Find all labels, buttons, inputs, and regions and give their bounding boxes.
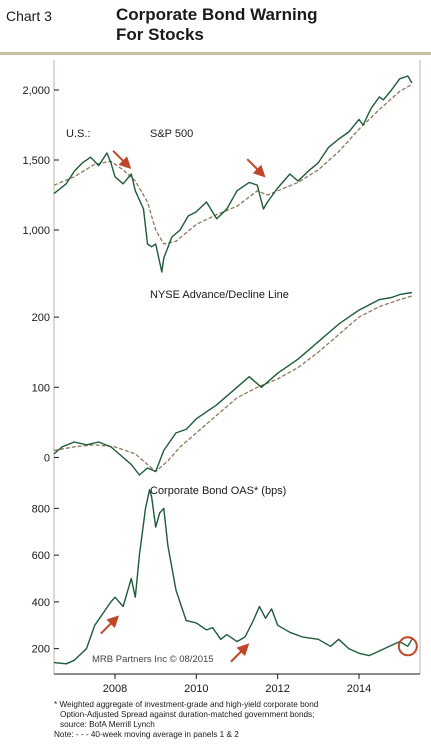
chart-title: Corporate Bond Warning For Stocks — [116, 5, 317, 45]
x-tick-label: 2010 — [184, 683, 208, 695]
annotation-arrow — [230, 643, 250, 663]
annotation-circle — [397, 636, 418, 657]
x-tick-label: 2012 — [265, 683, 289, 695]
panel-title: S&P 500 — [150, 128, 193, 140]
x-tick-label: 2014 — [347, 683, 371, 695]
panel-sp500: 1,000 1,500 2,000 U.S.: S&P 500 — [22, 75, 413, 273]
y-tick-label: 200 — [32, 644, 50, 656]
moving-average-line — [53, 83, 413, 245]
chart-number: Chart 3 — [6, 8, 52, 24]
annotation-arrow — [100, 615, 120, 635]
series-line — [53, 489, 413, 665]
y-tick-label: 2,000 — [22, 85, 50, 97]
header-rule — [0, 52, 431, 55]
x-axis: 2008 2010 2012 2014 — [103, 674, 371, 695]
panel-title: NYSE Advance/Decline Line — [150, 289, 289, 301]
panel-frame — [53, 60, 421, 675]
x-tick-label: 2008 — [103, 683, 127, 695]
panel-advance-decline: 0 100 200 NYSE Advance/Decline Line — [32, 289, 413, 476]
chart-title-line-1: Corporate Bond Warning — [116, 5, 318, 24]
chart-canvas: 1,000 1,500 2,000 U.S.: S&P 500 0 100 200 NYSE … — [22, 60, 421, 695]
annotation-arrow — [246, 158, 266, 178]
y-tick-label: 100 — [32, 382, 50, 394]
y-tick-label: 600 — [32, 550, 50, 562]
chart-header: Chart 3 Corporate Bond Warning For Stock… — [0, 0, 431, 55]
y-tick-label: 200 — [32, 312, 50, 324]
y-tick-label: 1,000 — [22, 225, 50, 237]
y-tick-label: 400 — [32, 597, 50, 609]
y-tick-label: 800 — [32, 503, 50, 515]
panel-oas: 200 400 600 800 Corporate Bond OAS* (bps) MRB… — [32, 485, 418, 665]
y-tick-label: 1,500 — [22, 155, 50, 167]
panel-title: Corporate Bond OAS* (bps) — [150, 485, 286, 497]
footnotes: * Weighted aggregate of investment-grade… — [54, 700, 426, 740]
annotation-arrow — [112, 150, 132, 170]
y-tick-label: 0 — [44, 452, 50, 464]
footnote-line-3: source: BofA Merrill Lynch — [60, 720, 155, 729]
chart-title-line-2: For Stocks — [116, 25, 204, 44]
moving-average-line — [53, 295, 413, 473]
series-line — [53, 291, 413, 476]
footnote-line-2: Option-Adjusted Spread against duration-… — [60, 710, 315, 719]
chart-credit: MRB Partners Inc © 08/2015 — [92, 654, 214, 665]
series-line — [53, 75, 413, 273]
panel-label: U.S.: — [66, 128, 90, 140]
footnote-line-4: Note: - - - 40-week moving average in pa… — [54, 730, 239, 739]
footnote-line-1: * Weighted aggregate of investment-grade… — [54, 700, 319, 709]
